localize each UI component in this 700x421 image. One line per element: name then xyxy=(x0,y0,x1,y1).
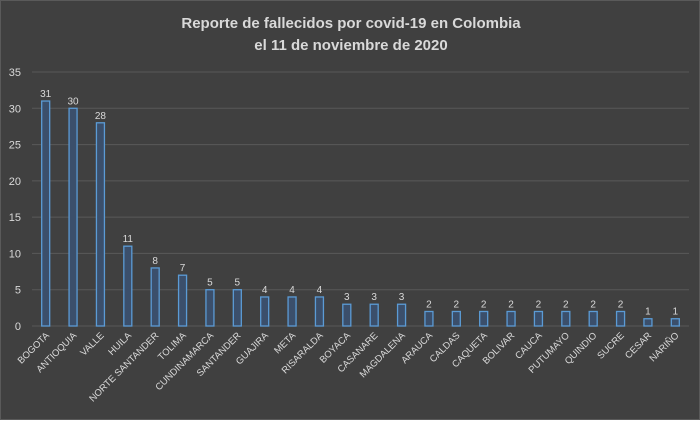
data-label: 2 xyxy=(536,299,542,310)
data-label: 3 xyxy=(344,292,350,303)
bar xyxy=(260,296,270,327)
bar xyxy=(643,318,653,327)
chart-title-line-2: el 11 de noviembre de 2020 xyxy=(254,37,448,54)
bar xyxy=(506,310,516,327)
data-label: 5 xyxy=(207,278,213,289)
bar xyxy=(123,245,133,327)
y-tick-label: 35 xyxy=(9,67,21,79)
bar xyxy=(314,296,325,327)
bar xyxy=(479,310,489,327)
bar xyxy=(615,310,626,327)
data-label: 4 xyxy=(317,285,323,296)
bar xyxy=(232,289,242,327)
data-label: 4 xyxy=(262,285,268,296)
bar xyxy=(533,310,544,327)
data-label: 30 xyxy=(68,96,80,107)
bar xyxy=(670,318,680,327)
bar xyxy=(68,107,78,327)
bar xyxy=(177,274,188,327)
bar xyxy=(95,122,106,327)
bar xyxy=(342,303,352,327)
bar xyxy=(287,296,297,327)
category-label: SUCRE xyxy=(595,330,626,361)
bar xyxy=(561,310,571,327)
y-tick-label: 5 xyxy=(15,285,21,297)
bar xyxy=(424,310,434,327)
data-label: 8 xyxy=(152,256,158,267)
data-label: 2 xyxy=(590,299,596,310)
y-tick-label: 25 xyxy=(9,140,21,152)
category-label: NARIÑO xyxy=(648,330,682,364)
data-label: 28 xyxy=(95,111,107,122)
y-tick-label: 30 xyxy=(9,103,21,115)
data-label: 2 xyxy=(508,299,514,310)
bar xyxy=(41,100,51,327)
data-label: 2 xyxy=(481,299,487,310)
data-label: 1 xyxy=(673,307,679,318)
data-label: 1 xyxy=(645,307,651,318)
data-label: 11 xyxy=(123,234,134,245)
y-tick-label: 20 xyxy=(9,176,21,188)
data-label: 2 xyxy=(563,299,569,310)
chart-title: Reporte de fallecidos por covid-19 en Co… xyxy=(1,13,700,57)
data-label: 2 xyxy=(454,299,460,310)
bar xyxy=(205,289,215,327)
data-label: 31 xyxy=(40,89,52,100)
y-tick-label: 0 xyxy=(15,321,21,333)
y-tick-label: 10 xyxy=(9,248,21,260)
bar xyxy=(451,310,461,327)
data-label: 2 xyxy=(618,299,624,310)
data-label: 4 xyxy=(289,285,295,296)
category-label: VALLE xyxy=(78,330,106,358)
data-label: 7 xyxy=(180,263,186,274)
bar xyxy=(369,303,379,327)
data-label: 2 xyxy=(426,299,432,310)
bar xyxy=(588,310,598,327)
y-tick-label: 15 xyxy=(9,212,21,224)
bar xyxy=(150,267,160,327)
data-label: 3 xyxy=(371,292,377,303)
data-label: 3 xyxy=(399,292,405,303)
bar xyxy=(396,303,407,327)
data-label: 5 xyxy=(235,278,241,289)
chart-title-line-1: Reporte de fallecidos por covid-19 en Co… xyxy=(181,15,521,32)
